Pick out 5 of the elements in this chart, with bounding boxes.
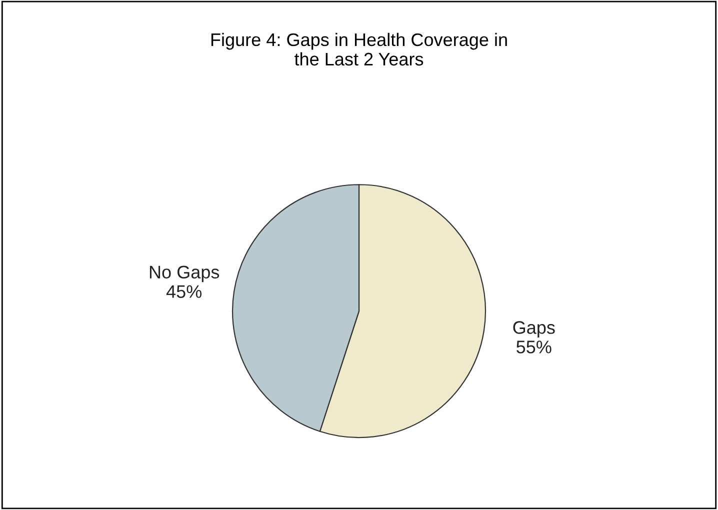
data-label: 45% xyxy=(166,285,202,298)
slice-label: No Gaps xyxy=(150,266,220,282)
slice-label: Gaps xyxy=(513,321,555,338)
chart-title: Figure 4: Gaps in Health Coverage in the Last 2 Years xyxy=(211,32,507,66)
data-label: 55% xyxy=(516,340,552,354)
